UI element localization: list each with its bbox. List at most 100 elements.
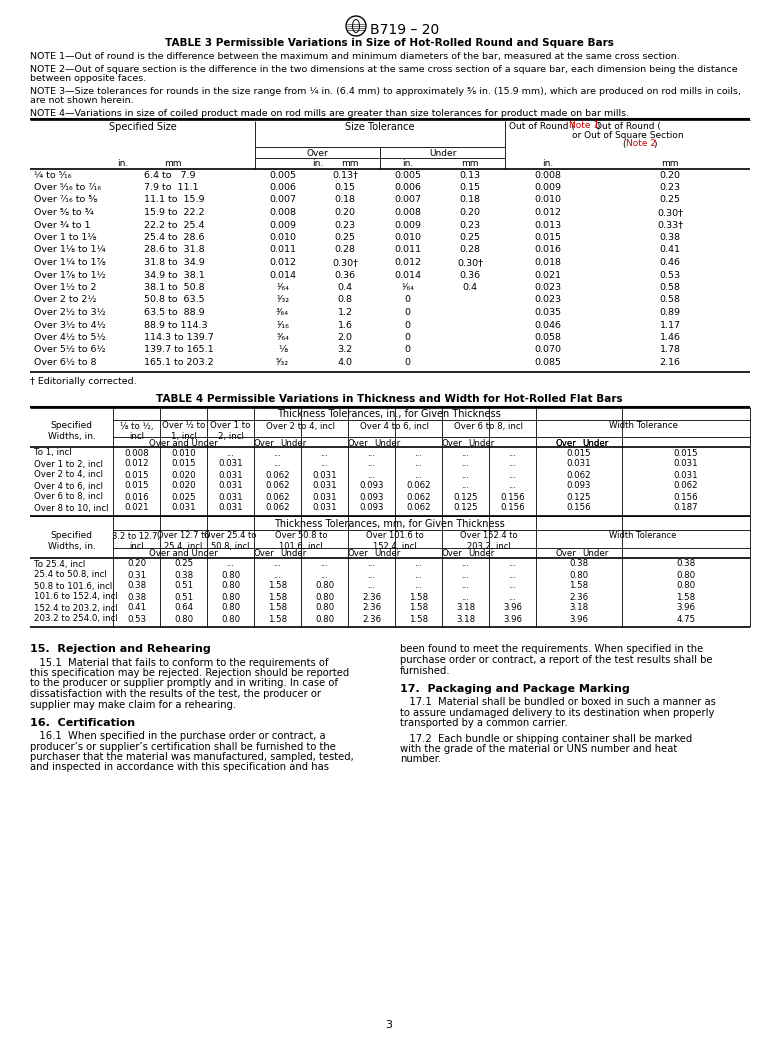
Text: 0.013: 0.013 [534, 221, 561, 229]
Text: ...: ... [509, 582, 517, 590]
Text: 0.80: 0.80 [676, 570, 696, 580]
Text: Under: Under [582, 550, 608, 559]
Text: 0.41: 0.41 [127, 604, 146, 612]
Text: Over 1 to
2, incl: Over 1 to 2, incl [210, 422, 251, 441]
Text: mm: mm [661, 159, 678, 169]
Text: B719 – 20: B719 – 20 [370, 23, 440, 37]
Text: Under: Under [281, 550, 307, 559]
Text: ...: ... [461, 559, 469, 568]
Text: 63.5 to  88.9: 63.5 to 88.9 [144, 308, 205, 318]
Text: 0.009: 0.009 [534, 183, 561, 192]
Text: 0.062: 0.062 [406, 504, 431, 512]
Text: 0.031: 0.031 [312, 492, 337, 502]
Text: 3.18: 3.18 [569, 604, 589, 612]
Text: 0.53: 0.53 [127, 614, 146, 624]
Text: Over: Over [307, 149, 328, 157]
Text: 2.36: 2.36 [362, 592, 381, 602]
Text: ¹⁄₁₆: ¹⁄₁₆ [276, 321, 289, 330]
Text: 0.23: 0.23 [660, 183, 681, 192]
Text: Over: Over [555, 438, 576, 448]
Text: ...: ... [321, 449, 328, 457]
Text: 0.093: 0.093 [359, 504, 384, 512]
Text: 3.18: 3.18 [456, 614, 475, 624]
Text: 2.0: 2.0 [338, 333, 352, 342]
Text: mm: mm [461, 159, 478, 169]
Text: 34.9 to  38.1: 34.9 to 38.1 [144, 271, 205, 279]
Text: Over 1⅛ to 1¼: Over 1⅛ to 1¼ [34, 246, 106, 254]
Text: Over 6 to 8, incl: Over 6 to 8, incl [454, 422, 524, 431]
Text: 0.062: 0.062 [265, 504, 290, 512]
Text: 0.023: 0.023 [534, 296, 561, 305]
Text: 0.80: 0.80 [174, 614, 193, 624]
Text: Under: Under [582, 438, 608, 448]
Text: 0.062: 0.062 [566, 471, 591, 480]
Text: 16.1  When specified in the purchase order or contract, a: 16.1 When specified in the purchase orde… [30, 731, 326, 741]
Text: dissatisfaction with the results of the test, the producer or: dissatisfaction with the results of the … [30, 689, 321, 699]
Text: 0.010: 0.010 [269, 233, 296, 242]
Text: or Out of Square Section: or Out of Square Section [572, 130, 683, 139]
Text: 0: 0 [405, 358, 411, 367]
Text: 0.008: 0.008 [269, 208, 296, 217]
Text: with the grade of the material or UNS number and heat: with the grade of the material or UNS nu… [400, 744, 678, 754]
Text: 0.021: 0.021 [534, 271, 561, 279]
Text: 17.1  Material shall be bundled or boxed in such a manner as: 17.1 Material shall be bundled or boxed … [400, 697, 716, 707]
Text: 0.011: 0.011 [269, 246, 296, 254]
Text: 0.125: 0.125 [566, 492, 591, 502]
Text: ...: ... [461, 592, 469, 602]
Text: in.: in. [402, 159, 413, 169]
Text: Width Tolerance: Width Tolerance [608, 422, 678, 431]
Text: Over: Over [555, 438, 576, 448]
Text: 0: 0 [405, 321, 411, 330]
Text: 0.012: 0.012 [269, 258, 296, 266]
Text: 0.031: 0.031 [312, 482, 337, 490]
Text: 0.125: 0.125 [454, 492, 478, 502]
Text: ...: ... [509, 482, 517, 490]
Text: ⅛: ⅛ [278, 346, 287, 355]
Text: 1.58: 1.58 [268, 592, 287, 602]
Text: 1.58: 1.58 [268, 604, 287, 612]
Text: ...: ... [226, 449, 234, 457]
Text: 0.53: 0.53 [660, 271, 681, 279]
Text: 0.58: 0.58 [660, 296, 681, 305]
Text: 0.13†: 0.13† [332, 171, 358, 179]
Text: 0.156: 0.156 [566, 504, 591, 512]
Text: 0.38: 0.38 [676, 559, 696, 568]
Text: 0.36: 0.36 [335, 271, 356, 279]
Text: ...: ... [509, 459, 517, 468]
Text: 0.062: 0.062 [406, 482, 431, 490]
Text: 0.20: 0.20 [660, 171, 681, 179]
Text: ¹⁄₆₄: ¹⁄₆₄ [276, 283, 289, 291]
Text: 0: 0 [405, 296, 411, 305]
Text: 3.2: 3.2 [338, 346, 352, 355]
Text: 0.80: 0.80 [221, 582, 240, 590]
Text: 1.58: 1.58 [569, 582, 589, 590]
Text: in.: in. [541, 159, 553, 169]
Text: Over 101.6 to
152.4, incl: Over 101.6 to 152.4, incl [366, 532, 424, 551]
Text: 0.80: 0.80 [315, 592, 334, 602]
Text: ³⁄₆₄: ³⁄₆₄ [276, 308, 289, 318]
Text: Over 2 to 2½: Over 2 to 2½ [34, 296, 96, 305]
Text: 88.9 to 114.3: 88.9 to 114.3 [144, 321, 208, 330]
Text: 11.1 to  15.9: 11.1 to 15.9 [144, 196, 205, 204]
Text: 0.016: 0.016 [124, 492, 149, 502]
Text: 2.36: 2.36 [362, 614, 381, 624]
Text: ): ) [594, 122, 601, 130]
Text: 17.2  Each bundle or shipping container shall be marked: 17.2 Each bundle or shipping container s… [400, 734, 692, 743]
Text: to the producer or supplier promptly and in writing. In case of: to the producer or supplier promptly and… [30, 679, 338, 688]
Text: purchaser that the material was manufactured, sampled, tested,: purchaser that the material was manufact… [30, 752, 354, 762]
Text: Over 152.4 to
203.2, incl: Over 152.4 to 203.2, incl [461, 532, 518, 551]
Text: Over ⁷⁄₁₆ to ⅝: Over ⁷⁄₁₆ to ⅝ [34, 196, 97, 204]
Text: 0.012: 0.012 [124, 459, 149, 468]
Text: ...: ... [461, 459, 469, 468]
Text: 0.80: 0.80 [221, 570, 240, 580]
Text: 1.46: 1.46 [660, 333, 681, 342]
Text: Over 4 to 6, incl: Over 4 to 6, incl [34, 482, 103, 490]
Text: 7.9 to  11.1: 7.9 to 11.1 [144, 183, 198, 192]
Text: ...: ... [509, 471, 517, 480]
Text: Width Tolerance: Width Tolerance [609, 532, 677, 540]
Text: 0.156: 0.156 [500, 504, 525, 512]
Text: 0.016: 0.016 [534, 246, 561, 254]
Text: 0.008: 0.008 [394, 208, 421, 217]
Text: in.: in. [117, 159, 128, 169]
Text: Size Tolerance: Size Tolerance [345, 122, 415, 131]
